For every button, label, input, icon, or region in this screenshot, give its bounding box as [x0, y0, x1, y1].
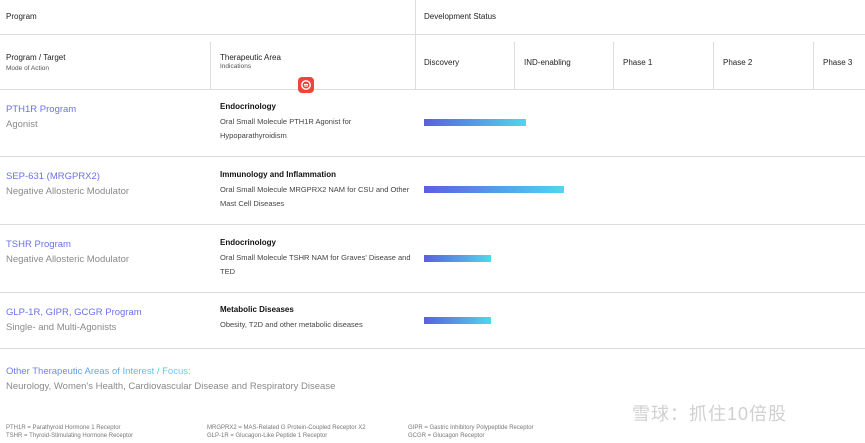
progress-bar — [424, 255, 491, 262]
therapeutic-area-header: Therapeutic Area — [220, 53, 281, 62]
therapeutic-area: Endocrinology — [220, 102, 276, 111]
stage-ind-enabling: IND-enabling — [524, 58, 571, 67]
footnote-column: PTH1R = Parathyroid Hormone 1 Receptor T… — [6, 424, 133, 440]
program-mode: Single- and Multi-Agonists — [6, 322, 117, 333]
indications-subheader: Indications — [220, 63, 252, 70]
footnote: PTH1R = Parathyroid Hormone 1 Receptor — [6, 425, 121, 431]
header-divider — [0, 34, 865, 35]
development-status-header: Development Status — [424, 12, 497, 21]
progress-bar — [424, 119, 526, 126]
footnote: MRGPRX2 = MAS-Related G Protein-Coupled … — [207, 425, 366, 431]
program-name[interactable]: GLP-1R, GIPR, GCGR Program — [6, 307, 142, 318]
footnote: GLP-1R = Glucagon-Like Peptide 1 Recepto… — [207, 433, 328, 439]
progress-bar — [424, 317, 491, 324]
stage-phase-1: Phase 1 — [623, 58, 653, 67]
column-header-divider — [0, 89, 865, 90]
stage-phase-3: Phase 3 — [823, 58, 853, 67]
progress-bar — [424, 186, 564, 193]
indication-description: Oral Small Molecule MRGPRX2 NAM for CSU … — [220, 185, 410, 208]
footnote-column: MRGPRX2 = MAS-Related G Protein-Coupled … — [207, 424, 366, 440]
indication-description: Oral Small Molecule TSHR NAM for Graves'… — [220, 253, 411, 276]
program-name[interactable]: SEP-631 (MRGPRX2) — [6, 171, 100, 182]
stage-divider — [514, 42, 515, 89]
indication-description: Oral Small Molecule PTH1R Agonist for Hy… — [220, 117, 352, 140]
program-mode: Agonist — [6, 119, 38, 130]
stage-divider — [813, 42, 814, 89]
row-divider — [0, 292, 865, 293]
footnote: TSHR = Thyroid-Stimulating Hormone Recep… — [6, 433, 134, 439]
program-mode: Negative Allosteric Modulator — [6, 254, 130, 265]
stage-divider — [713, 42, 714, 89]
program-name[interactable]: PTH1R Program — [6, 104, 77, 115]
watermark: 雪球：抓住10倍股 — [632, 404, 788, 424]
stage-phase-2: Phase 2 — [723, 58, 753, 67]
indication-description: Obesity, T2D and other metabolic disease… — [220, 320, 363, 329]
stage-divider — [613, 42, 614, 89]
therapeutic-area: Endocrinology — [220, 238, 276, 247]
column-divider — [210, 42, 211, 89]
therapeutic-area: Metabolic Diseases — [220, 305, 294, 314]
program-mode: Negative Allosteric Modulator — [6, 186, 130, 197]
footnote-column: GIPR = Gastric Inhibitory Polypeptide Re… — [408, 424, 534, 440]
program-target-header: Program / Target — [6, 53, 66, 62]
program-name[interactable]: TSHR Program — [6, 239, 71, 250]
footnote: GIPR = Gastric Inhibitory Polypeptide Re… — [408, 425, 534, 431]
row-divider — [0, 156, 865, 157]
stage-discovery: Discovery — [424, 58, 460, 67]
other-areas-title: Other Therapeutic Areas of Interest / Fo… — [6, 366, 191, 377]
row-divider — [0, 224, 865, 225]
row-divider — [0, 348, 865, 349]
other-areas-list: Neurology, Women's Health, Cardiovascula… — [6, 381, 336, 392]
mode-of-action-subheader: Mode of Action — [6, 65, 49, 72]
program-header: Program — [6, 12, 37, 21]
footnote: GCGR = Glucagon Receptor — [408, 433, 485, 439]
app-badge-icon[interactable] — [298, 77, 314, 93]
status-column-divider — [415, 0, 416, 89]
therapeutic-area: Immunology and Inflammation — [220, 170, 337, 179]
